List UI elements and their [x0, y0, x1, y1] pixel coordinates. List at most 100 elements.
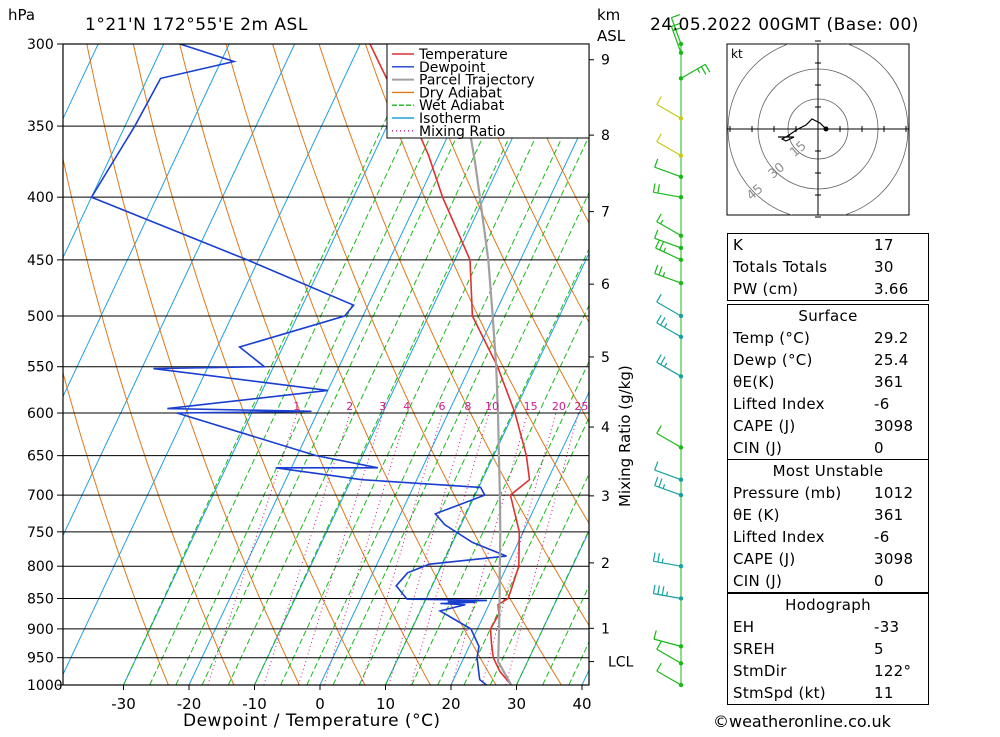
wind-barb — [657, 355, 683, 379]
wind-barb-staff — [655, 470, 681, 480]
mixing-ratio-label: 8 — [464, 400, 471, 413]
wind-barb-flag — [659, 267, 662, 275]
wind-barb — [657, 97, 683, 121]
mixing-ratio-label: 1 — [293, 400, 300, 413]
wind-barb-half-flag — [664, 248, 666, 252]
dry-adiabat-line — [180, 44, 431, 685]
wind-barb-flag — [658, 586, 660, 595]
datetime-title: 24.05.2022 00GMT (Base: 00) — [650, 15, 919, 35]
wind-barb-staff — [657, 323, 681, 337]
most-unstable-table: Most Unstable Pressure (mb)1012 θE (K)36… — [727, 459, 929, 593]
wind-barb-flag — [658, 184, 660, 193]
wet-adiabat-line — [359, 44, 658, 685]
most-unstable-row: CIN (J)0 — [728, 570, 928, 592]
wind-barb — [679, 64, 710, 80]
wet-adiabat-line — [150, 44, 447, 685]
pressure-tick-label: 600 — [27, 406, 54, 422]
height-tick-label: 5 — [601, 350, 610, 366]
surface-row: CIN (J)0 — [728, 437, 928, 459]
wind-barb-flag — [661, 357, 666, 365]
wind-barb — [653, 552, 683, 568]
most-unstable-row: CAPE (J)3098 — [728, 548, 928, 570]
wind-barb-staff — [657, 222, 681, 236]
mixing-ratio-line — [264, 413, 350, 685]
pressure-tick-label: 300 — [27, 37, 54, 53]
wet-adiabat-line — [124, 44, 421, 685]
mixing-ratio-line — [361, 413, 442, 685]
hodograph-stats-row: StmSpd (kt)11 — [728, 682, 928, 704]
wind-barb — [655, 462, 684, 482]
wind-barb-flag — [655, 462, 658, 470]
height-tick-label: 8 — [601, 128, 610, 144]
location-title: 1°21'N 172°55'E 2m ASL — [85, 15, 308, 35]
mixing-ratio-label: 15 — [524, 400, 538, 413]
height-tick-label: 9 — [601, 53, 610, 69]
pressure-tick-label: 350 — [27, 119, 54, 135]
wind-barb-half-flag — [665, 363, 667, 367]
isotherm-line — [0, 44, 164, 685]
wind-barb — [657, 315, 683, 339]
mixing-ratio-axis-label: Mixing Ratio (g/kg) — [616, 365, 634, 507]
most-unstable-row: Lifted Index-6 — [728, 526, 928, 548]
isotherm-line — [189, 44, 491, 685]
hodograph-stats-row: EH-33 — [728, 616, 928, 638]
height-tick-label: 3 — [601, 489, 610, 505]
wind-barb-staff — [654, 639, 681, 646]
wind-barb-flag — [657, 355, 662, 363]
pressure-tick-label: 1000 — [27, 678, 63, 694]
wind-barb — [655, 159, 684, 179]
wind-barb-staff — [657, 302, 681, 316]
height-unit-label: km — [597, 6, 620, 24]
wind-barb-flag — [658, 553, 660, 562]
most-unstable-row: θE (K)361 — [728, 504, 928, 526]
wet-adiabat-line — [202, 44, 500, 685]
mixing-ratio-label: 20 — [552, 400, 566, 413]
surface-row: CAPE (J)3098 — [728, 415, 928, 437]
dry-adiabat-line — [969, 44, 1000, 685]
pressure-tick-label: 450 — [27, 253, 54, 269]
surface-row: Dewp (°C)25.4 — [728, 349, 928, 371]
hodograph-unit-label: kt — [731, 47, 743, 61]
wind-barb-flag — [653, 183, 655, 192]
wind-barb-staff — [653, 192, 681, 197]
pressure-tick-label: 700 — [27, 488, 54, 504]
wind-barb-half-flag — [697, 69, 699, 73]
wind-barb-flag — [660, 242, 664, 250]
wet-adiabat-line — [176, 44, 474, 685]
wind-barb-flag — [657, 641, 662, 649]
wind-barb-flag — [653, 585, 655, 594]
mixing-ratio-line — [506, 413, 579, 685]
dry-adiabat-line — [365, 44, 692, 685]
wind-barb — [655, 230, 684, 250]
wind-barb-half-flag — [663, 484, 665, 488]
pressure-tick-label: 900 — [27, 622, 54, 638]
index-row-pw: PW (cm)3.66 — [728, 278, 928, 300]
pressure-tick-label: 650 — [27, 449, 54, 465]
wind-barb-flag — [657, 97, 662, 105]
wind-barb — [653, 183, 683, 199]
height-ref-label: ASL — [597, 27, 626, 45]
wind-barb-half-flag — [667, 592, 668, 596]
pressure-tick-label: 800 — [27, 559, 54, 575]
wind-barb — [657, 214, 683, 238]
wind-barb-flag — [662, 586, 664, 595]
most-unstable-title: Most Unstable — [728, 460, 928, 482]
wet-adiabat-line — [255, 44, 553, 685]
wind-barb-flag — [655, 159, 658, 167]
wind-barb-flag — [653, 552, 655, 561]
wind-barb — [653, 585, 683, 601]
most-unstable-row: Pressure (mb)1012 — [728, 482, 928, 504]
isotherm-line — [58, 44, 360, 685]
wind-barb — [657, 294, 683, 318]
mixing-ratio-label: 3 — [379, 400, 386, 413]
copyright-text: ©weatheronline.co.uk — [713, 712, 892, 731]
height-tick-label: 4 — [601, 420, 610, 436]
pressure-tick-label: 500 — [27, 309, 54, 325]
wind-barb-staff — [657, 671, 681, 685]
wind-barb-flag — [655, 477, 658, 485]
wind-barb-flag — [657, 315, 662, 323]
